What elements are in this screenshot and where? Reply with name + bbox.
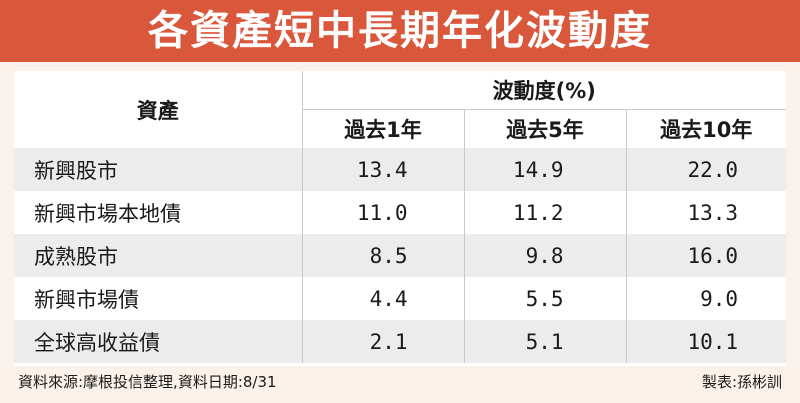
value-cell: 13.3: [625, 191, 787, 234]
period-header-10y: 過去10年: [625, 109, 787, 148]
value-cell: 5.1: [463, 320, 626, 363]
footer: 資料來源:摩根投信整理,資料日期:8/31 製表:孫彬訓: [14, 366, 786, 396]
value-cell: 13.4: [356, 157, 408, 182]
value-cell: 16.0: [625, 234, 787, 277]
value-cell: 11.0: [356, 200, 408, 225]
value-cell: 2.1: [369, 329, 408, 354]
value-cell: 11.2: [463, 191, 626, 234]
period-header-5y: 過去5年: [463, 109, 626, 148]
value-cell: 5.5: [463, 277, 626, 320]
asset-name: 全球高收益債: [14, 320, 303, 363]
credit-note: 製表:孫彬訓: [701, 372, 782, 391]
period-header-1y: 過去1年: [302, 109, 464, 148]
value-cell: 4.4: [369, 286, 408, 311]
value-cell: 22.0: [625, 148, 787, 191]
table-row: 新興市場債 4.4 5.5 9.0: [14, 277, 787, 320]
value-cell: 14.9: [463, 148, 626, 191]
table-row: 全球高收益債 2.1 5.1 10.1: [14, 320, 787, 363]
value-cell: 10.1: [625, 320, 787, 363]
table-body: 新興股市 13.4 14.9 22.0 新興市場本地債 11.0 11.2 13…: [14, 148, 787, 363]
value-cell: 9.0: [625, 277, 787, 320]
value-cell: 8.5: [369, 243, 408, 268]
table-row: 成熟股市 8.5 9.8 16.0: [14, 234, 787, 277]
chart-title: 各資產短中長期年化波動度: [148, 8, 652, 54]
asset-column-header: 資產: [14, 71, 303, 148]
volatility-table: 資產 波動度(%) 過去1年 過去5年 過去10年 新興股市 13.4 14.9…: [14, 71, 787, 363]
source-note: 資料來源:摩根投信整理,資料日期:8/31: [18, 372, 277, 391]
table-row: 新興市場本地債 11.0 11.2 13.3: [14, 191, 787, 234]
table-area: 資產 波動度(%) 過去1年 過去5年 過去10年 新興股市 13.4 14.9…: [14, 71, 787, 366]
value-cell: 9.8: [463, 234, 626, 277]
title-banner: 各資產短中長期年化波動度: [0, 0, 800, 62]
volatility-group-header: 波動度(%): [302, 71, 787, 110]
table-row: 新興股市 13.4 14.9 22.0: [14, 148, 787, 191]
asset-name: 新興股市: [14, 148, 303, 191]
asset-name: 成熟股市: [14, 234, 303, 277]
asset-name: 新興市場債: [14, 277, 303, 320]
asset-name: 新興市場本地債: [14, 191, 303, 234]
